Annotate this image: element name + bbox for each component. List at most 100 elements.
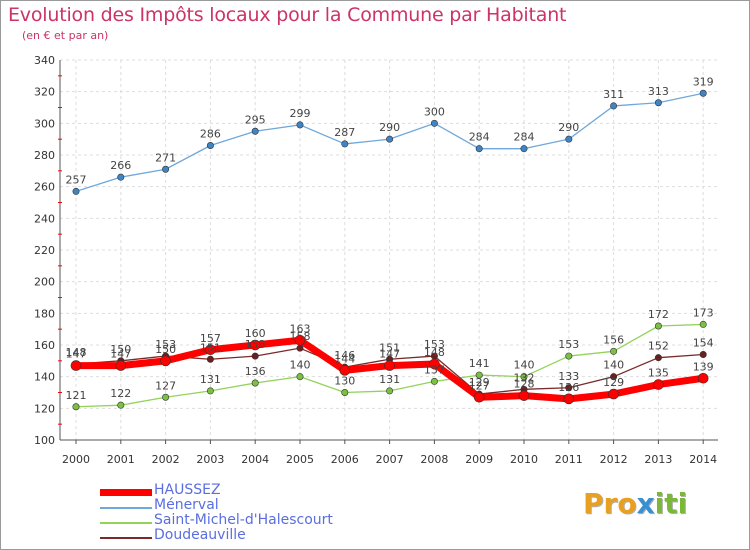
data-label: 146 xyxy=(334,349,355,362)
data-label: 154 xyxy=(693,337,714,350)
legend-swatch xyxy=(100,507,152,509)
x-tick-label: 2000 xyxy=(62,453,90,466)
data-point xyxy=(296,121,304,129)
data-label: 140 xyxy=(290,359,311,372)
data-point xyxy=(72,187,80,195)
data-label: 148 xyxy=(424,346,445,359)
data-point xyxy=(341,388,349,396)
data-point xyxy=(117,173,125,181)
x-tick-label: 2005 xyxy=(286,453,314,466)
data-point xyxy=(384,360,395,371)
data-label: 147 xyxy=(110,348,131,361)
data-label: 129 xyxy=(603,376,624,389)
data-point xyxy=(654,322,662,330)
data-point xyxy=(72,403,80,411)
data-point xyxy=(475,371,483,379)
data-label: 153 xyxy=(245,338,266,351)
chart-title: Evolution des Impôts locaux pour la Comm… xyxy=(8,4,567,26)
legend-item: HAUSSEZ xyxy=(100,482,400,499)
data-label: 135 xyxy=(648,367,669,380)
data-label: 319 xyxy=(693,75,714,88)
data-label: 163 xyxy=(290,322,311,335)
data-point xyxy=(475,145,483,153)
data-point xyxy=(251,127,259,135)
data-point xyxy=(206,355,214,363)
data-label: 266 xyxy=(110,159,131,172)
logo-part: Pro xyxy=(583,487,637,520)
data-label: 284 xyxy=(469,131,490,144)
data-label: 121 xyxy=(66,389,87,402)
data-label: 133 xyxy=(558,370,579,383)
data-label: 313 xyxy=(648,85,669,98)
y-tick-label: 260 xyxy=(34,181,55,194)
legend-item: Doudeauville xyxy=(100,527,400,544)
y-tick-label: 220 xyxy=(34,244,55,257)
legend-swatch xyxy=(100,489,152,496)
data-label: 150 xyxy=(155,343,176,356)
data-point xyxy=(610,102,618,110)
data-label: 147 xyxy=(379,348,400,361)
data-point xyxy=(654,354,662,362)
data-point xyxy=(341,140,349,148)
data-point xyxy=(654,99,662,107)
data-label: 131 xyxy=(379,373,400,386)
data-point xyxy=(249,339,261,351)
data-point xyxy=(70,360,82,371)
data-label: 128 xyxy=(514,378,535,391)
data-point xyxy=(206,142,214,150)
data-point xyxy=(653,379,664,390)
data-point xyxy=(520,373,528,381)
x-tick-label: 2008 xyxy=(420,453,448,466)
data-point xyxy=(608,388,619,400)
logo-part: x xyxy=(636,487,655,520)
data-point xyxy=(386,135,394,143)
legend-label: HAUSSEZ xyxy=(154,482,221,498)
x-tick-label: 2007 xyxy=(376,453,404,466)
chart-subtitle: (en € et par an) xyxy=(22,29,109,42)
data-label: 127 xyxy=(155,379,176,392)
data-label: 148 xyxy=(66,346,87,359)
data-label: 284 xyxy=(514,131,535,144)
x-tick-label: 2002 xyxy=(152,453,180,466)
data-label: 299 xyxy=(290,107,311,120)
data-label: 300 xyxy=(424,105,445,118)
data-point xyxy=(565,135,573,143)
y-tick-label: 140 xyxy=(34,371,55,384)
legend-item: Ménerval xyxy=(100,497,400,514)
x-tick-label: 2010 xyxy=(510,453,538,466)
data-point xyxy=(699,320,707,328)
data-point xyxy=(565,384,573,392)
data-label: 151 xyxy=(379,341,400,354)
legend-label: Saint-Michel-d'Halescourt xyxy=(154,512,333,528)
y-tick-label: 340 xyxy=(34,54,55,67)
y-tick-label: 320 xyxy=(34,86,55,99)
data-label: 132 xyxy=(514,371,535,384)
data-point xyxy=(294,334,306,346)
y-tick-label: 120 xyxy=(34,402,55,415)
data-point xyxy=(565,352,573,360)
data-label: 140 xyxy=(603,359,624,372)
data-label: 122 xyxy=(110,387,131,400)
data-point xyxy=(699,350,707,358)
x-tick-label: 2003 xyxy=(196,453,224,466)
data-label: 173 xyxy=(693,306,714,319)
legend-label: Doudeauville xyxy=(154,527,246,543)
y-tick-label: 160 xyxy=(34,339,55,352)
data-point xyxy=(473,391,485,403)
data-point xyxy=(697,372,709,384)
proxiti-logo: Proxiti xyxy=(583,487,687,520)
x-tick-label: 2006 xyxy=(331,453,359,466)
data-label: 311 xyxy=(603,88,624,101)
data-label: 139 xyxy=(693,360,714,373)
data-point xyxy=(162,165,170,173)
data-label: 140 xyxy=(514,359,535,372)
data-label: 147 xyxy=(66,348,87,361)
data-point xyxy=(117,401,125,409)
data-point xyxy=(563,393,575,405)
data-label: 286 xyxy=(200,128,221,141)
data-label: 144 xyxy=(334,352,355,365)
data-label: 257 xyxy=(66,173,87,186)
y-tick-label: 280 xyxy=(34,149,55,162)
data-point xyxy=(162,393,170,401)
